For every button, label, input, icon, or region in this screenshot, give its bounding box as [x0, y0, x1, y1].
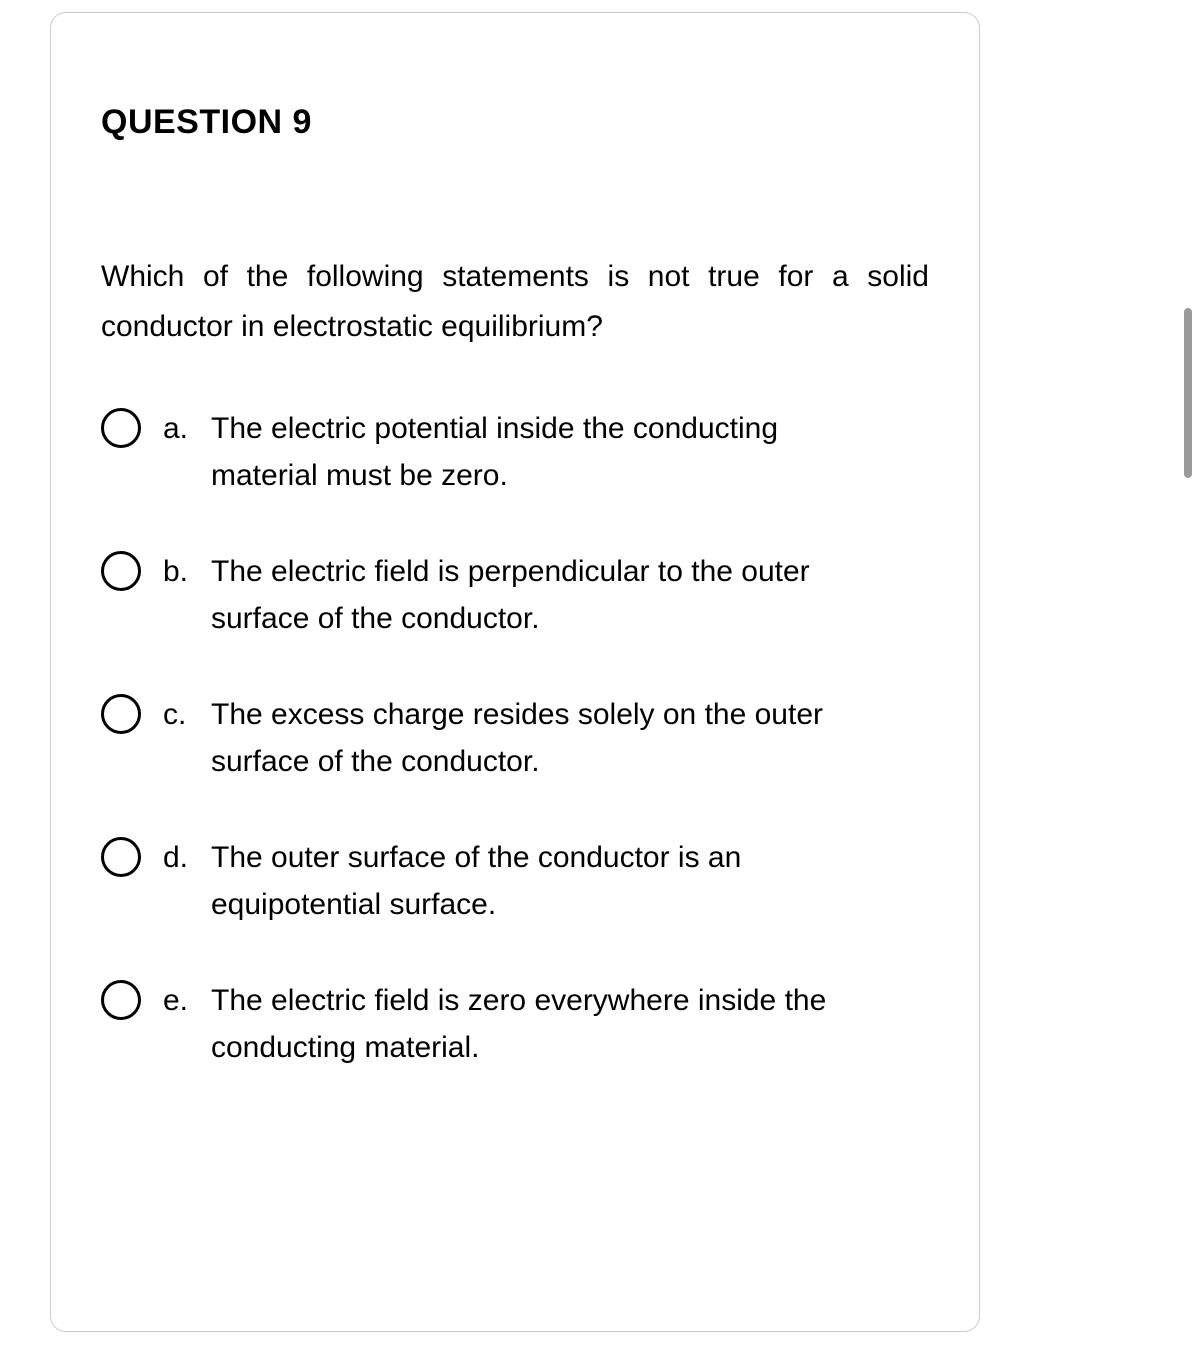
- option-letter: d.: [163, 835, 197, 882]
- question-card: QUESTION 9 Which of the following statem…: [50, 12, 980, 1332]
- option-letter: b.: [163, 549, 197, 596]
- option-text: The electric field is zero everywhere in…: [211, 978, 891, 1071]
- option-body: b. The electric field is perpendicular t…: [163, 549, 891, 642]
- option-e[interactable]: e. The electric field is zero everywhere…: [101, 978, 929, 1071]
- radio-icon[interactable]: [101, 408, 141, 448]
- question-title: QUESTION 9: [101, 103, 929, 142]
- radio-icon[interactable]: [101, 694, 141, 734]
- option-body: d. The outer surface of the conductor is…: [163, 835, 891, 928]
- options-list: a. The electric potential inside the con…: [101, 406, 929, 1071]
- option-text: The electric potential inside the conduc…: [211, 406, 891, 499]
- option-letter: c.: [163, 692, 197, 739]
- radio-icon[interactable]: [101, 980, 141, 1020]
- option-body: a. The electric potential inside the con…: [163, 406, 891, 499]
- scrollbar-thumb[interactable]: [1184, 308, 1192, 478]
- option-b[interactable]: b. The electric field is perpendicular t…: [101, 549, 929, 642]
- option-text: The electric field is perpendicular to t…: [211, 549, 891, 642]
- option-text: The outer surface of the conductor is an…: [211, 835, 891, 928]
- radio-icon[interactable]: [101, 551, 141, 591]
- question-prompt: Which of the following statements is not…: [101, 252, 929, 351]
- option-a[interactable]: a. The electric potential inside the con…: [101, 406, 929, 499]
- option-c[interactable]: c. The excess charge resides solely on t…: [101, 692, 929, 785]
- radio-icon[interactable]: [101, 837, 141, 877]
- option-d[interactable]: d. The outer surface of the conductor is…: [101, 835, 929, 928]
- option-letter: e.: [163, 978, 197, 1025]
- option-body: e. The electric field is zero everywhere…: [163, 978, 891, 1071]
- option-text: The excess charge resides solely on the …: [211, 692, 891, 785]
- option-letter: a.: [163, 406, 197, 453]
- option-body: c. The excess charge resides solely on t…: [163, 692, 891, 785]
